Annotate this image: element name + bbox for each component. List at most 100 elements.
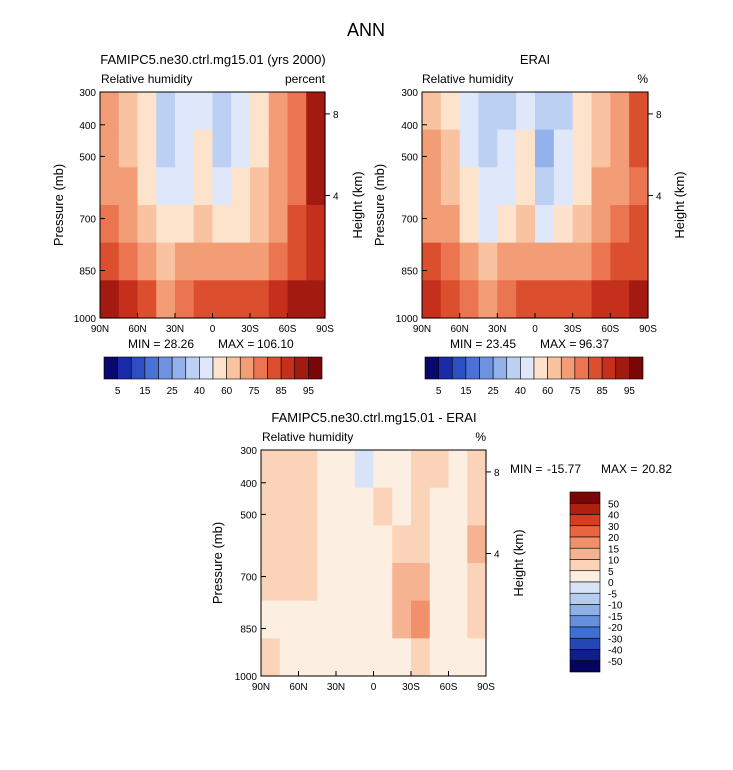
heatmap-cell (572, 242, 593, 281)
y-tick-label: 500 (401, 152, 418, 163)
colorbar-label: 5 (115, 386, 121, 397)
heatmap-cell (572, 129, 593, 168)
heatmap-cell (336, 638, 356, 677)
heatmap-cell (306, 242, 326, 281)
heatmap-cell (317, 487, 337, 526)
heatmap-cell (354, 525, 375, 564)
panel-diff-min-value: -15.77 (547, 462, 581, 476)
x-tick-label: 60N (128, 324, 146, 335)
heatmap-cell (373, 450, 393, 489)
heatmap-cell (250, 205, 270, 244)
heatmap-cell (306, 92, 326, 131)
heatmap-cell (459, 242, 480, 281)
panel-obs-subtitle-right: % (637, 72, 648, 86)
y-tick-label: 1000 (396, 314, 419, 325)
heatmap-cell (535, 92, 555, 131)
colorbar-swatch (294, 356, 309, 380)
colorbar-swatch (253, 356, 268, 380)
heatmap-cell (287, 167, 307, 206)
colorbar-label: 15 (608, 544, 620, 555)
heatmap-cell (298, 563, 318, 602)
heatmap-cell (156, 92, 176, 131)
colorbar-swatch (569, 615, 601, 628)
heatmap-cell (429, 525, 450, 564)
heatmap-cell (268, 129, 289, 168)
heatmap-cell (287, 129, 307, 168)
heatmap-cell (193, 280, 214, 319)
panel-diff-y-axis: 300 400 500 700 850 1000 (235, 446, 266, 683)
colorbar-label: 95 (624, 386, 636, 397)
colorbar-label: 75 (248, 386, 260, 397)
heatmap-cell (261, 487, 281, 526)
heatmap-cell (422, 242, 442, 281)
colorbar-swatch (130, 356, 146, 380)
heatmap-cell (392, 563, 412, 602)
heatmap-cell (298, 638, 318, 677)
colorbar-swatch (569, 502, 601, 515)
colorbar-swatch (569, 570, 601, 583)
heatmap-cell (250, 129, 270, 168)
heatmap-cell (591, 280, 611, 319)
x-tick-label: 60N (289, 682, 307, 693)
y-tick-label: 1000 (235, 672, 258, 683)
colorbar-swatch (492, 356, 508, 380)
colorbar-label: 5 (436, 386, 442, 397)
colorbar-label: 20 (608, 533, 620, 544)
heatmap-cell (279, 600, 300, 639)
heatmap-cell (212, 129, 232, 168)
y-tick-label: 400 (240, 479, 257, 490)
panel-obs-max-value: 96.37 (579, 337, 609, 351)
heatmap-cell (100, 205, 120, 244)
panel-obs-title: ERAI (520, 52, 550, 67)
heatmap-cell (100, 167, 120, 206)
panel-model-title: FAMIPC5.ne30.ctrl.mg15.01 (yrs 2000) (100, 52, 325, 67)
heatmap-cell (440, 280, 461, 319)
heatmap-cell (193, 129, 214, 168)
heatmap-cell (118, 92, 139, 131)
heatmap-cell (175, 280, 195, 319)
heatmap-cell (250, 280, 270, 319)
y-tick-label: 400 (79, 121, 96, 132)
heatmap-cell (279, 638, 300, 677)
heatmap-cell (156, 167, 176, 206)
x-tick-label: 90N (252, 682, 270, 693)
heatmap-cell (100, 129, 120, 168)
heatmap-cell (137, 280, 157, 319)
colorbar-label: 95 (303, 386, 315, 397)
heatmap-cell (422, 167, 442, 206)
heatmap-cell (440, 167, 461, 206)
x-tick-label: 90S (639, 324, 657, 335)
heatmap-cell (298, 600, 318, 639)
heatmap-cell (591, 129, 611, 168)
heatmap-cell (429, 487, 450, 526)
heatmap-cell (422, 205, 442, 244)
heatmap-cell (268, 280, 289, 319)
panel-obs-plot-area (422, 92, 649, 319)
panel-model-x-axis: 90N 60N 30N 0 30S 60S 90S (91, 313, 334, 335)
heatmap-cell (175, 205, 195, 244)
heatmap-cell (100, 280, 120, 319)
colorbar-swatch (226, 356, 241, 380)
heatmap-cell (261, 638, 281, 677)
x-tick-label: 0 (532, 324, 538, 335)
colorbar-swatch (569, 649, 601, 662)
heatmap-cell (287, 92, 307, 131)
colorbar-label: 15 (460, 386, 472, 397)
heatmap-cell (516, 280, 536, 319)
colorbar-swatch (569, 559, 601, 572)
heatmap-cell (373, 487, 393, 526)
colorbar-swatch (533, 356, 548, 380)
heatmap-cell (156, 129, 176, 168)
colorbar-swatch (520, 356, 535, 380)
heatmap-cell (516, 242, 536, 281)
figure-title: ANN (347, 20, 385, 40)
heatmap-cell (212, 92, 232, 131)
colorbar-label: 40 (608, 511, 620, 522)
colorbar-label: 40 (194, 386, 206, 397)
heatmap-cell (336, 487, 356, 526)
heatmap-cell (497, 129, 517, 168)
heatmap-cell (459, 92, 480, 131)
colorbar-swatch (506, 356, 521, 380)
heatmap-cell (516, 205, 536, 244)
heatmap-cell (336, 525, 356, 564)
